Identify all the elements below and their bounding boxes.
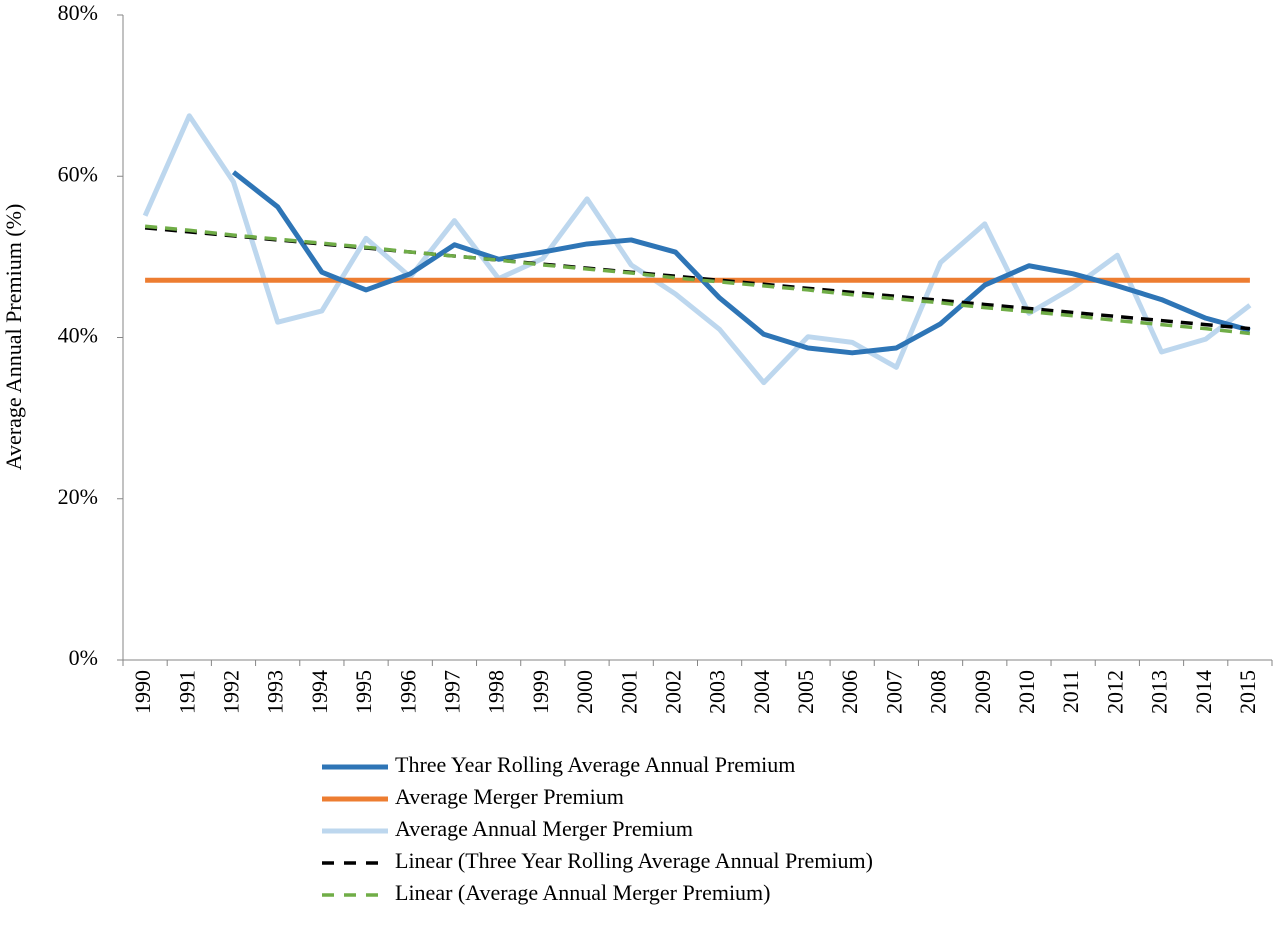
x-tick-label: 2012	[1102, 670, 1127, 714]
x-tick-label: 1999	[528, 670, 553, 714]
x-tick-label: 2000	[572, 670, 597, 714]
x-tick-label: 2014	[1191, 670, 1216, 714]
x-tick-label: 2005	[793, 670, 818, 714]
x-tick-label: 2008	[926, 670, 951, 714]
legend-label: Average Annual Merger Premium	[395, 816, 693, 841]
x-tick-label: 1992	[219, 670, 244, 714]
x-tick-label: 2001	[616, 670, 641, 714]
y-axis-title: Average Annual Premium (%)	[1, 204, 26, 471]
x-tick-label: 1990	[130, 670, 155, 714]
x-tick-label: 1993	[263, 670, 288, 714]
x-tick-label: 2007	[881, 670, 906, 714]
x-tick-label: 2011	[1058, 670, 1083, 713]
x-tick-label: 2009	[970, 670, 995, 714]
x-tick-label: 2015	[1235, 670, 1260, 714]
x-tick-label: 1994	[307, 670, 332, 714]
legend-label: Average Merger Premium	[395, 784, 624, 809]
y-tick-label: 0%	[69, 645, 98, 670]
x-tick-label: 2006	[837, 670, 862, 714]
x-tick-label: 2002	[660, 670, 685, 714]
y-tick-label: 60%	[58, 161, 98, 186]
x-tick-label: 2010	[1014, 670, 1039, 714]
x-tick-label: 1991	[174, 670, 199, 714]
y-tick-label: 80%	[58, 0, 98, 25]
x-tick-label: 1995	[351, 670, 376, 714]
y-tick-label: 20%	[58, 484, 98, 509]
x-tick-label: 1997	[439, 670, 464, 714]
y-tick-label: 40%	[58, 323, 98, 348]
x-tick-label: 1998	[484, 670, 509, 714]
legend-label: Linear (Average Annual Merger Premium)	[395, 880, 771, 905]
x-tick-label: 1996	[395, 670, 420, 714]
x-tick-label: 2003	[705, 670, 730, 714]
legend-label: Three Year Rolling Average Annual Premiu…	[395, 752, 795, 777]
legend-label: Linear (Three Year Rolling Average Annua…	[395, 848, 873, 873]
series-line	[144, 224, 1251, 336]
x-tick-label: 2013	[1147, 670, 1172, 714]
series-line	[231, 170, 1251, 356]
series-line	[142, 113, 1252, 386]
x-tick-label: 2004	[749, 670, 774, 714]
